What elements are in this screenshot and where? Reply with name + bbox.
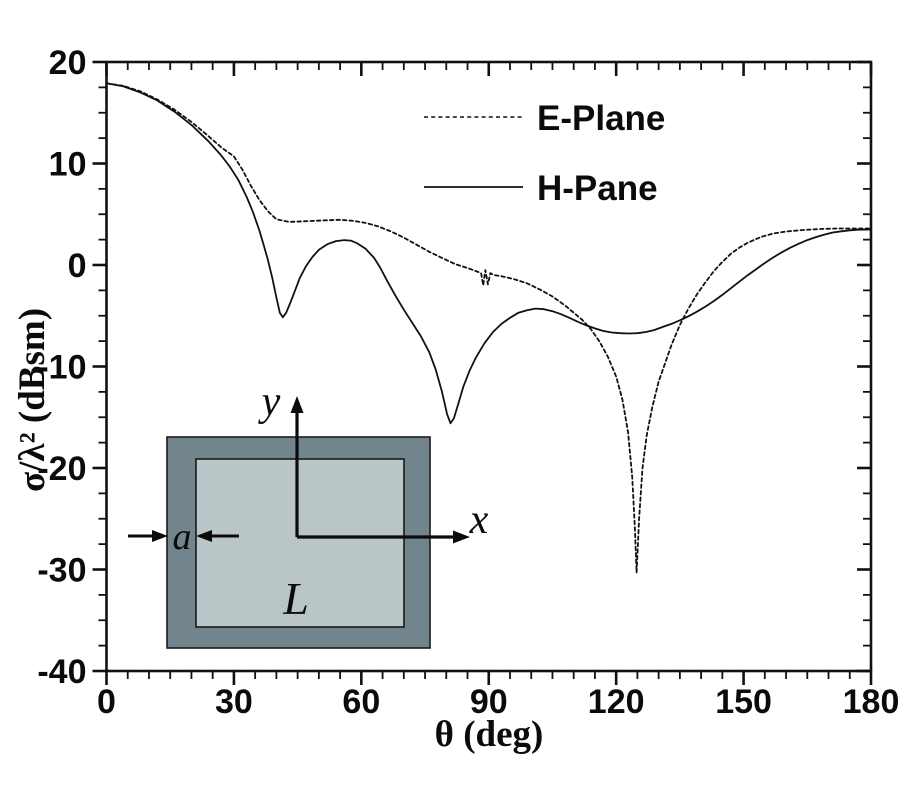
inset-label-frame-width-a: a — [173, 516, 192, 558]
y-tick-label--30: -30 — [37, 552, 86, 590]
y-tick-label-10: 10 — [49, 146, 87, 184]
curve-e-plane — [105, 82, 872, 574]
y-tick-labels: 20 10 0 -10 -20 -30 -40 — [37, 44, 86, 691]
x-tick-label-150: 150 — [715, 683, 772, 721]
inset-x-axis-arrowhead-icon — [453, 530, 470, 544]
data-curves — [105, 82, 872, 574]
x-tick-labels: 0 30 60 90 120 150 180 — [97, 683, 899, 721]
y-tick-label--10: -10 — [37, 349, 86, 387]
inset-y-axis-arrowhead-icon — [290, 396, 304, 413]
y-tick-label--40: -40 — [37, 653, 86, 691]
x-tick-label-60: 60 — [342, 683, 380, 721]
x-tick-label-120: 120 — [588, 683, 645, 721]
inset-label-x: x — [469, 497, 489, 543]
inset-label-y: y — [258, 379, 281, 425]
inset-a-right-arrowhead-icon — [196, 530, 212, 542]
inset-a-left-arrowhead-icon — [152, 530, 168, 542]
inset-label-plate-size-L: L — [282, 573, 309, 624]
legend-entry-e-plane: E-Plane — [424, 99, 665, 138]
axis-ticks — [92, 60, 873, 685]
legend: E-Plane H-Pane — [424, 99, 665, 208]
curve-h-pane — [105, 82, 872, 425]
x-tick-label-90: 90 — [470, 683, 508, 721]
y-tick-label-0: 0 — [68, 247, 87, 285]
x-tick-label-0: 0 — [97, 683, 116, 721]
x-tick-label-180: 180 — [843, 683, 900, 721]
inset-inner-square — [195, 458, 405, 628]
y-tick-label-20: 20 — [49, 44, 87, 82]
legend-entry-h-pane: H-Pane — [424, 169, 658, 208]
inset-geometry-diagram: a L x y — [128, 379, 489, 649]
x-tick-label-30: 30 — [215, 683, 253, 721]
legend-label-h-pane: H-Pane — [537, 169, 658, 208]
x-axis-label: θ (deg) — [435, 714, 544, 755]
y-axis-label: σ/λ² (dBsm) — [12, 308, 53, 492]
legend-label-e-plane: E-Plane — [537, 99, 665, 138]
y-tick-label--20: -20 — [37, 450, 86, 488]
